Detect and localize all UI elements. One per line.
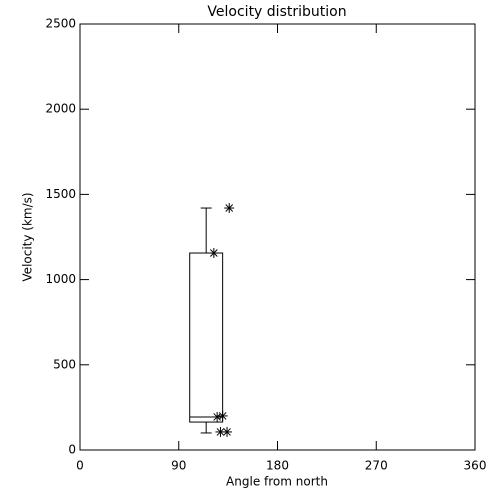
star-marker [222,426,233,437]
star-stroke [223,428,231,436]
star-marker [208,248,219,259]
x-tick-label: 270 [365,459,388,473]
y-tick-label: 1500 [45,187,76,201]
y-tick-label: 1000 [45,272,76,286]
y-tick-label: 0 [68,443,76,457]
star-marker [224,203,235,214]
x-tick-label: 360 [464,459,487,473]
y-tick-label: 2500 [45,17,76,31]
star-stroke [225,204,234,212]
star-marker [217,410,228,421]
y-tick-label: 2000 [45,102,76,116]
chart-title: Velocity distribution [207,4,346,20]
x-axis-label: Angle from north [226,475,328,489]
box [189,252,224,423]
star-stroke [218,412,227,420]
star-stroke [210,249,218,257]
y-tick-label: 500 [53,357,76,371]
star-stroke [216,428,225,436]
star-stroke [213,413,222,421]
plot-frame [79,23,476,451]
y-axis-label: Velocity (km/s) [21,192,35,281]
x-tick-label: 90 [171,459,186,473]
x-tick-label: 180 [266,459,289,473]
x-tick-label: 0 [76,459,84,473]
